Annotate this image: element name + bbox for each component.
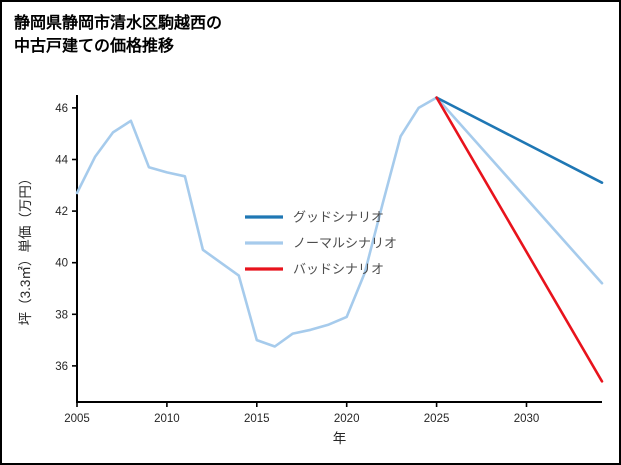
series-bad-scenario-line — [435, 96, 604, 383]
x-tick-label: 2015 — [244, 413, 270, 425]
y-axis-label: 坪（3.3㎡）単価（万円） — [18, 172, 33, 326]
y-tick-label: 44 — [55, 154, 68, 166]
series-normal-history-line — [75, 96, 438, 348]
y-tick-label: 38 — [55, 309, 68, 321]
x-tick-label: 2025 — [424, 413, 450, 425]
legend-label-normal-scenario: ノーマルシナリオ — [293, 236, 397, 251]
chart-title: 静岡県静岡市清水区駒越西の 中古戸建ての価格推移 — [14, 12, 222, 58]
legend-label-bad-scenario: バッドシナリオ — [293, 262, 384, 277]
x-tick-label: 2005 — [64, 413, 90, 425]
y-tick-label: 40 — [55, 258, 68, 270]
x-axis-label: 年 — [333, 431, 347, 446]
chart-title-line2: 中古戸建ての価格推移 — [14, 38, 175, 56]
y-tick-label: 46 — [55, 103, 68, 115]
series-good-scenario-line — [435, 96, 604, 184]
x-tick-label: 2020 — [334, 413, 360, 425]
legend-label-good-scenario: グッドシナリオ — [293, 210, 384, 225]
x-tick-label: 2010 — [154, 413, 180, 425]
series-normal-scenario-line — [435, 96, 604, 285]
x-tick-label: 2030 — [514, 413, 540, 425]
y-tick-label: 36 — [55, 361, 68, 373]
chart-title-line1: 静岡県静岡市清水区駒越西の — [14, 15, 223, 32]
y-tick-label: 42 — [55, 206, 68, 218]
